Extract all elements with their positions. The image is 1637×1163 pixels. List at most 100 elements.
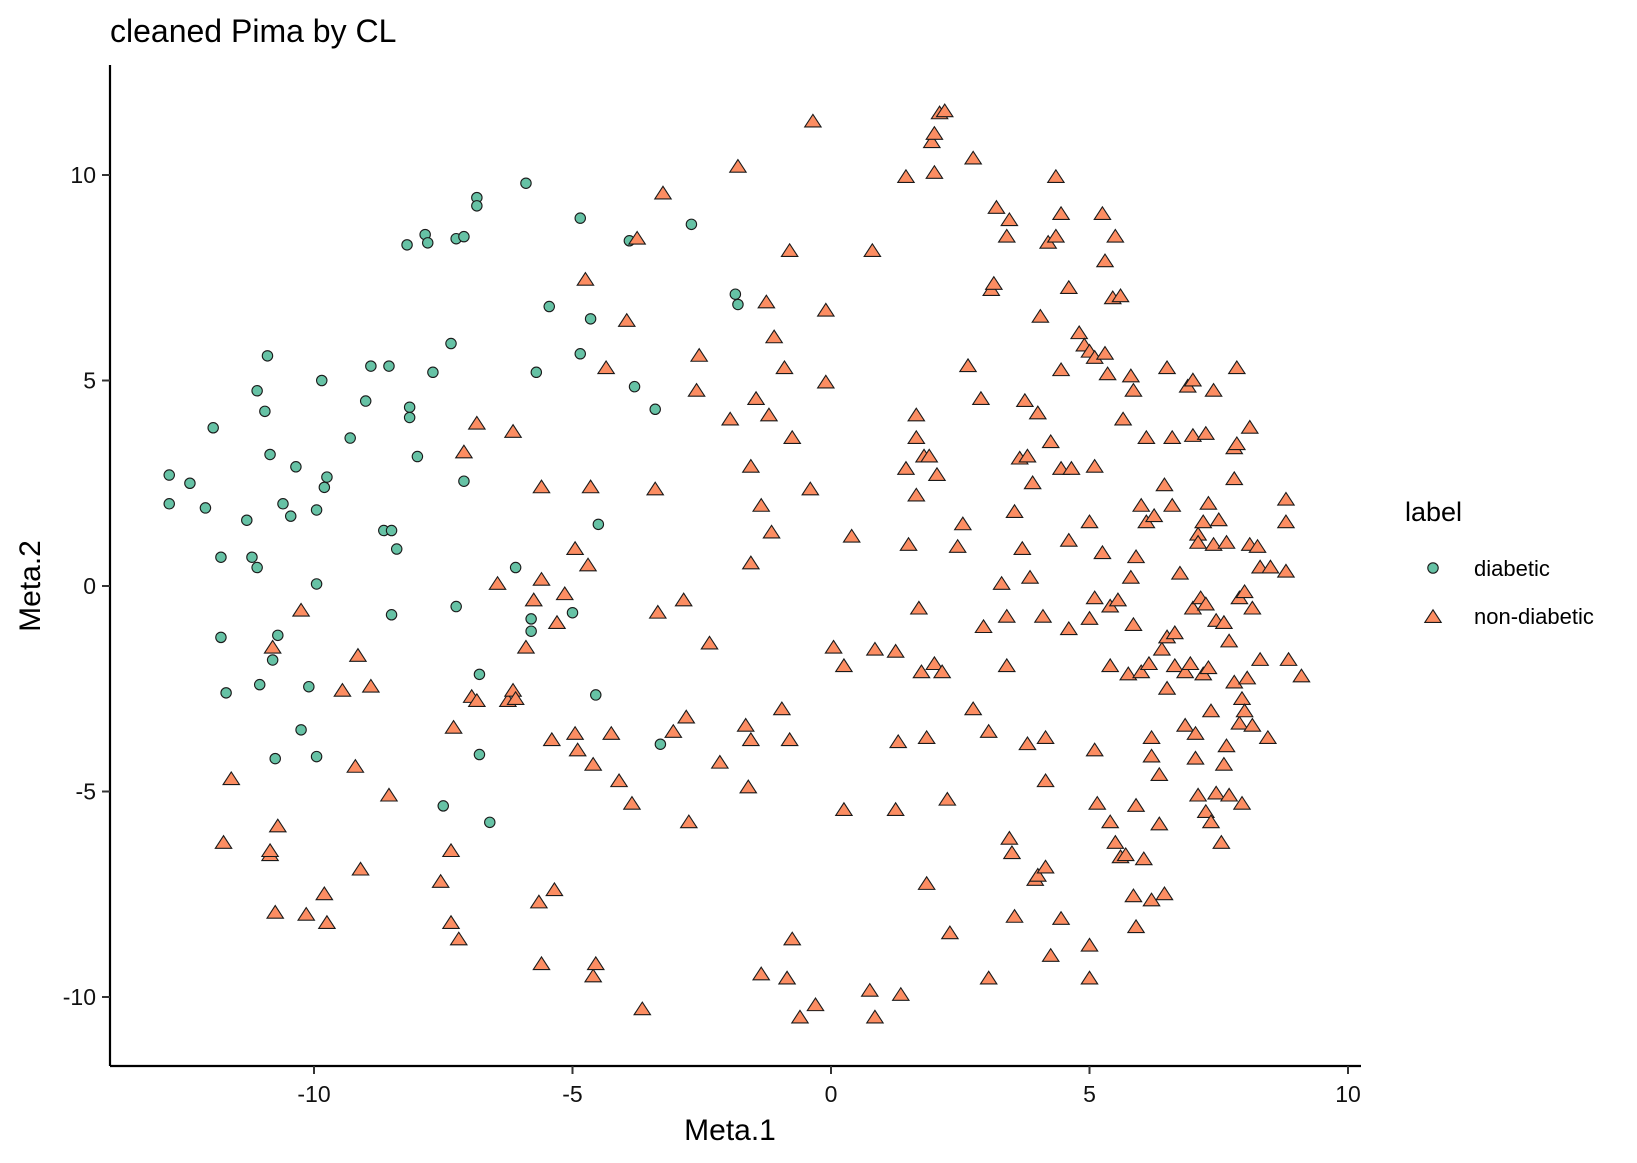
x-axis-title: Meta.1	[684, 1114, 776, 1147]
data-point	[751, 497, 771, 512]
data-point	[1059, 279, 1079, 294]
data-point	[834, 801, 854, 816]
data-point	[1142, 892, 1161, 907]
data-point	[1261, 559, 1280, 574]
data-point	[1196, 596, 1216, 611]
data-point	[246, 551, 258, 563]
data-point	[411, 450, 424, 463]
data-point	[783, 429, 802, 444]
x-tick-label: -10	[297, 1081, 330, 1107]
data-point	[1002, 844, 1022, 860]
data-point	[609, 773, 629, 788]
data-point	[1183, 427, 1203, 442]
data-point	[1137, 429, 1156, 444]
data-point	[484, 816, 496, 829]
data-point	[1227, 359, 1247, 375]
data-point	[1243, 717, 1262, 732]
data-point	[520, 177, 532, 189]
y-axis-ticks: 10 5 0 -5 -10	[63, 162, 110, 1010]
data-point	[1106, 834, 1125, 849]
data-point	[163, 498, 175, 510]
data-point	[590, 689, 602, 701]
data-point	[1080, 610, 1099, 625]
data-point	[385, 609, 398, 621]
data-point	[1240, 419, 1259, 434]
data-point	[1134, 851, 1153, 866]
data-point	[907, 487, 926, 502]
data-point	[1227, 435, 1247, 451]
data-point	[277, 498, 289, 510]
data-point	[764, 329, 784, 344]
data-point	[586, 955, 605, 971]
data-point	[1230, 715, 1249, 730]
data-point	[318, 481, 331, 494]
data-point	[445, 337, 457, 350]
data-point	[1106, 228, 1125, 243]
data-point	[1126, 918, 1146, 934]
data-point	[184, 477, 196, 489]
data-point	[1093, 205, 1112, 220]
data-point	[1196, 803, 1216, 819]
data-point	[958, 357, 978, 373]
data-point	[1095, 345, 1115, 360]
data-point	[1163, 497, 1182, 512]
data-point	[310, 504, 323, 516]
data-point	[1108, 592, 1128, 607]
data-point	[801, 481, 820, 496]
data-point	[816, 302, 836, 317]
data-point	[648, 604, 668, 619]
data-point	[269, 752, 281, 765]
data-point	[1217, 534, 1236, 549]
data-point	[803, 113, 823, 128]
data-point	[992, 575, 1011, 590]
data-point	[581, 479, 600, 494]
data-point	[317, 914, 337, 929]
data-point	[1204, 382, 1223, 397]
data-point	[315, 886, 334, 901]
data-point	[741, 555, 761, 570]
data-point	[241, 514, 253, 526]
series-non-diabetic	[214, 103, 1311, 1024]
data-point	[1219, 787, 1239, 802]
data-point	[685, 218, 698, 231]
data-point	[1235, 703, 1254, 718]
data-point	[759, 407, 779, 422]
plot-points	[163, 103, 1311, 1024]
data-point	[532, 571, 551, 586]
data-point	[566, 606, 579, 619]
data-point	[1113, 411, 1133, 426]
x-tick-label: 0	[825, 1081, 838, 1107]
legend-key-triangle	[1423, 608, 1443, 623]
data-point	[268, 818, 288, 833]
data-point	[1015, 392, 1035, 408]
data-point	[431, 873, 450, 888]
data-point	[997, 657, 1016, 673]
data-point	[646, 481, 665, 496]
data-point	[917, 729, 936, 745]
data-point	[401, 239, 413, 251]
data-point	[888, 733, 908, 749]
data-point	[266, 654, 279, 666]
data-point	[674, 592, 693, 607]
data-point	[1085, 742, 1104, 757]
data-point	[963, 150, 983, 165]
data-point	[772, 701, 792, 716]
data-point	[1028, 867, 1048, 882]
data-point	[1150, 766, 1169, 782]
data-point	[938, 791, 957, 806]
legend-title: label	[1405, 497, 1462, 527]
data-point	[532, 479, 551, 494]
data-point	[979, 723, 998, 738]
data-point	[762, 524, 781, 539]
data-point	[1041, 433, 1060, 449]
data-point	[927, 466, 947, 481]
data-point	[963, 701, 983, 716]
data-point	[1186, 725, 1205, 740]
data-point	[222, 770, 241, 786]
data-point	[1225, 470, 1244, 486]
data-point	[1199, 495, 1218, 510]
data-point	[361, 678, 381, 693]
data-point	[622, 795, 642, 810]
data-point	[272, 629, 284, 642]
data-point	[543, 300, 555, 313]
